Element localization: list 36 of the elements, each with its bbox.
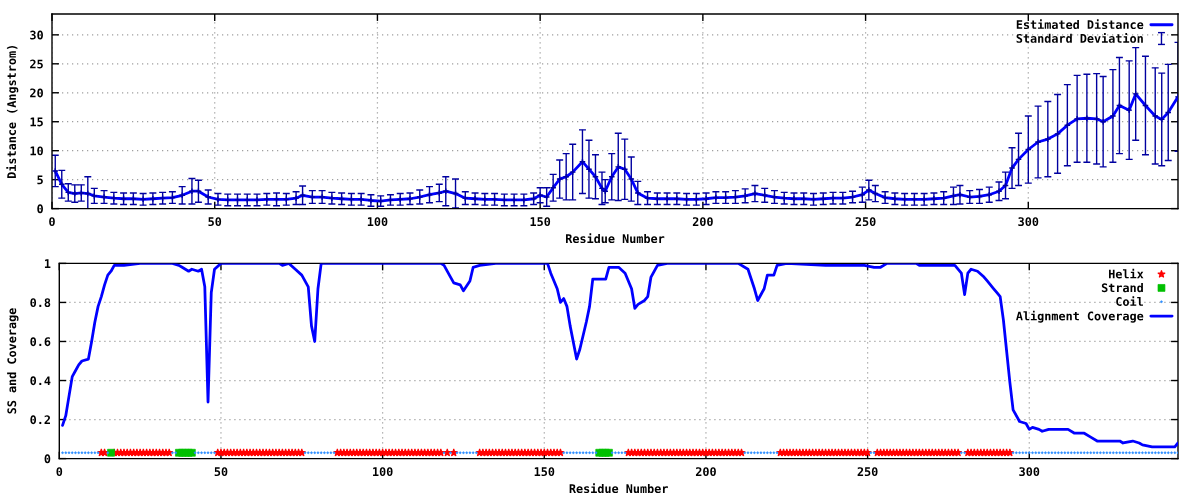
y-tick-label: 0.6 bbox=[30, 337, 51, 347]
x-tick-label: 250 bbox=[857, 467, 878, 477]
legend-label: Helix bbox=[1109, 268, 1144, 279]
x-tick-label: 300 bbox=[1018, 217, 1039, 227]
y-tick-label: 1 bbox=[44, 259, 51, 268]
y-tick-label: 0 bbox=[37, 204, 43, 214]
y-tick-label: 10 bbox=[30, 146, 43, 156]
y-tick-label: 0.8 bbox=[30, 298, 51, 308]
x-tick-label: 200 bbox=[692, 217, 713, 227]
y-axis-title: Distance (Angstrom) bbox=[6, 45, 19, 179]
x-tick-label: 100 bbox=[367, 217, 388, 227]
y-tick-label: 30 bbox=[30, 30, 43, 40]
x-tick-label: 150 bbox=[530, 217, 551, 227]
y-axis-title: SS and Coverage bbox=[7, 308, 19, 414]
y-tick-label: 5 bbox=[37, 175, 43, 185]
x-axis-title: Residue Number bbox=[569, 483, 668, 494]
y-tick-label: 15 bbox=[30, 117, 43, 127]
legend-label: Strand bbox=[1101, 283, 1143, 293]
y-tick-label: 20 bbox=[30, 88, 43, 98]
x-tick-label: 250 bbox=[855, 217, 876, 227]
x-tick-label: 200 bbox=[695, 467, 716, 477]
y-tick-label: 0.2 bbox=[30, 415, 50, 425]
legend-label: Standard Deviation bbox=[1016, 33, 1143, 43]
x-axis-title: Residue Number bbox=[566, 233, 665, 244]
x-tick-label: 0 bbox=[56, 467, 63, 477]
y-tick-label: 25 bbox=[30, 59, 43, 69]
x-tick-label: 300 bbox=[1019, 467, 1040, 477]
legend-label: Estimated Distance bbox=[1016, 19, 1144, 30]
legend-label: Coil bbox=[1116, 296, 1143, 307]
x-tick-label: 50 bbox=[214, 467, 228, 477]
x-tick-label: 100 bbox=[373, 467, 393, 477]
x-tick-label: 150 bbox=[534, 467, 555, 477]
y-tick-label: 0 bbox=[44, 454, 51, 464]
x-tick-label: 50 bbox=[208, 217, 222, 227]
y-tick-label: 0.4 bbox=[30, 376, 51, 386]
legend-label: Alignment Coverage bbox=[1016, 310, 1144, 323]
